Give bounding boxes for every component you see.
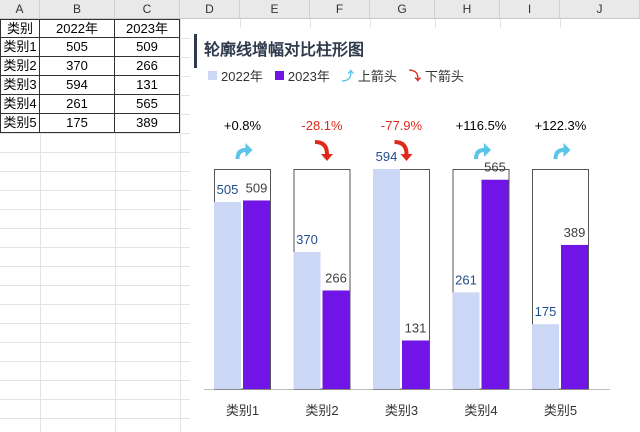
chart-plot: 505 509 +0.8% 类别1 370 266 -28.1% 类别2 594 131 -77.9… bbox=[204, 118, 610, 418]
table-cell[interactable]: 266 bbox=[115, 57, 180, 76]
chart-legend[interactable]: 2022年 2023年 ⤴ 上箭头 ⤵ 下箭头 bbox=[208, 66, 476, 84]
category-label-3: 类别3 bbox=[385, 403, 418, 418]
table-cell[interactable]: 类别3 bbox=[0, 76, 40, 95]
column-header-i[interactable]: I bbox=[500, 0, 560, 19]
up-arrow-icon bbox=[474, 143, 491, 159]
legend-label-2023: 2023年 bbox=[287, 68, 330, 84]
bar-2023-1 bbox=[243, 200, 270, 389]
category-label-4: 类别4 bbox=[464, 403, 497, 418]
up-arrow-icon bbox=[553, 143, 571, 159]
legend-swatch-2023 bbox=[274, 70, 284, 80]
table-cell[interactable]: 131 bbox=[115, 76, 180, 95]
bar-2023-3 bbox=[402, 340, 429, 389]
category-label-1: 类别1 bbox=[226, 403, 259, 418]
data-label-2022-5: 175 bbox=[535, 304, 557, 319]
legend-item-down[interactable]: ⤵ 下箭头 bbox=[409, 66, 464, 85]
title-accent-bar bbox=[194, 34, 197, 68]
bar-2023-2 bbox=[322, 290, 350, 389]
category-label-2: 类别2 bbox=[305, 403, 338, 418]
data-label-2022-2: 370 bbox=[296, 232, 318, 247]
data-label-2022-4: 261 bbox=[455, 272, 477, 287]
up-arrow-icon bbox=[235, 143, 253, 159]
outline-bar-4 bbox=[452, 169, 510, 390]
change-label-1: +0.8% bbox=[224, 118, 262, 133]
table-cell[interactable]: 565 bbox=[115, 95, 180, 114]
column-header-h[interactable]: H bbox=[435, 0, 500, 19]
column-header-g[interactable]: G bbox=[370, 0, 435, 19]
table-header-cell[interactable]: 类别 bbox=[0, 19, 40, 38]
data-label-2023-3: 131 bbox=[405, 320, 427, 335]
table-cell[interactable]: 594 bbox=[40, 76, 115, 95]
table-cell[interactable]: 370 bbox=[40, 57, 115, 76]
table-cell[interactable]: 509 bbox=[115, 38, 180, 57]
bar-2022-3 bbox=[373, 169, 400, 389]
data-label-2023-5: 389 bbox=[564, 225, 586, 240]
down-arrow-icon bbox=[315, 140, 333, 161]
data-label-2022-1: 505 bbox=[217, 182, 239, 197]
table-cell[interactable]: 类别1 bbox=[0, 38, 40, 57]
down-arrow-icon: ⤵ bbox=[408, 68, 421, 83]
legend-label-down: 下箭头 bbox=[424, 68, 464, 84]
table-header-cell[interactable]: 2023年 bbox=[115, 19, 180, 38]
down-arrow-icon bbox=[394, 140, 413, 161]
bar-2022-4 bbox=[452, 292, 480, 389]
legend-item-2023[interactable]: 2023年 bbox=[274, 66, 330, 85]
data-label-2023-1: 509 bbox=[246, 180, 268, 195]
change-label-3: -77.9% bbox=[381, 118, 423, 133]
grid-column-line bbox=[40, 19, 41, 432]
legend-item-2022[interactable]: 2022年 bbox=[208, 66, 263, 85]
data-label-2023-2: 266 bbox=[325, 270, 347, 285]
legend-label-up: 上箭头 bbox=[357, 68, 397, 84]
bar-2023-4 bbox=[481, 179, 509, 389]
outline-bar-5 bbox=[532, 169, 589, 390]
table-cell[interactable]: 261 bbox=[40, 95, 115, 114]
grid-column-line bbox=[180, 19, 181, 432]
column-header-e[interactable]: E bbox=[240, 0, 310, 19]
chart-title: 轮廓线增幅对比柱形图 bbox=[204, 42, 365, 59]
column-header-d[interactable]: D bbox=[180, 0, 240, 19]
data-label-2022-3: 594 bbox=[376, 149, 398, 164]
change-label-4: +116.5% bbox=[456, 118, 507, 133]
table-cell[interactable]: 类别2 bbox=[0, 57, 40, 76]
bar-2022-2 bbox=[293, 251, 321, 389]
column-header-j[interactable]: J bbox=[560, 0, 640, 19]
table-cell[interactable]: 505 bbox=[40, 38, 115, 57]
chart-area[interactable]: 轮廓线增幅对比柱形图 2022年 2023年 ⤴ 上箭头 ⤵ 下箭头 505 50… bbox=[190, 28, 640, 432]
table-cell[interactable]: 175 bbox=[40, 114, 115, 133]
legend-item-up[interactable]: ⤴ 上箭头 bbox=[342, 66, 397, 85]
column-header-b[interactable]: B bbox=[40, 0, 115, 19]
data-label-2023-4: 565 bbox=[484, 160, 506, 175]
legend-label-2022: 2022年 bbox=[221, 68, 263, 84]
column-header-a[interactable]: A bbox=[0, 0, 40, 19]
table-header-cell[interactable]: 2022年 bbox=[40, 19, 115, 38]
grid-column-line bbox=[115, 19, 116, 432]
table-cell[interactable]: 类别4 bbox=[0, 95, 40, 114]
bar-2022-1 bbox=[214, 201, 241, 389]
column-header-c[interactable]: C bbox=[115, 0, 180, 19]
table-cell[interactable]: 389 bbox=[115, 114, 180, 133]
category-label-5: 类别5 bbox=[544, 403, 577, 418]
change-label-5: +122.3% bbox=[535, 118, 587, 133]
table-cell[interactable]: 类别5 bbox=[0, 114, 40, 133]
column-header-f[interactable]: F bbox=[310, 0, 370, 19]
bar-2022-5 bbox=[532, 324, 559, 389]
up-arrow-icon: ⤴ bbox=[341, 68, 354, 83]
bar-2023-5 bbox=[561, 244, 588, 389]
change-label-2: -28.1% bbox=[301, 118, 343, 133]
legend-swatch-2022 bbox=[208, 70, 217, 80]
